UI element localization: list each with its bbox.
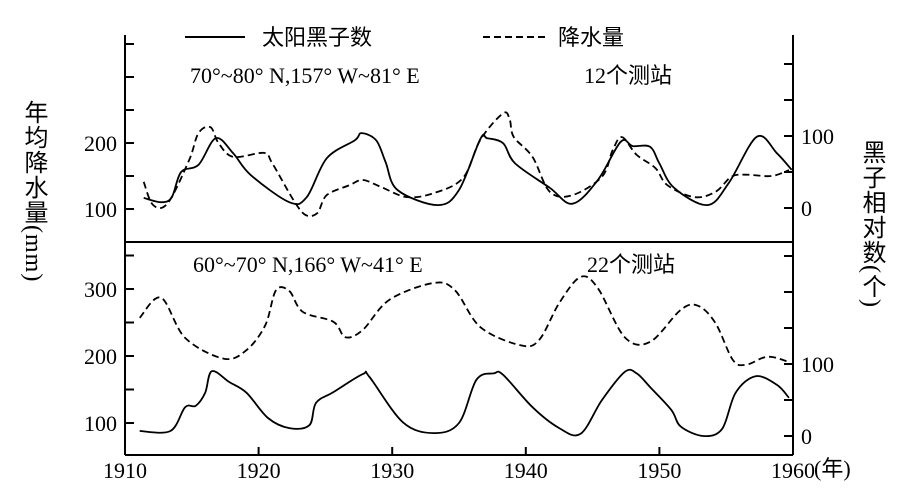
x-tick-label: 1950 <box>637 458 681 483</box>
right-tick-label: 100 <box>801 124 834 149</box>
right-tick-label: 0 <box>801 424 812 449</box>
right-tick-label: 100 <box>801 352 834 377</box>
x-tick-label: 1930 <box>370 458 414 483</box>
x-tick-label: 1960 <box>771 458 815 483</box>
legend-dashed-label: 降水量 <box>558 25 624 50</box>
bottom-panel-subtitle: 60°~70° N,166° W~41° E <box>193 252 423 277</box>
top-panel-stations: 12个测站 <box>584 63 672 88</box>
bottom-precipitation-line <box>139 275 790 367</box>
top-sunspot-line <box>143 132 793 207</box>
left-tick-label: 100 <box>84 197 117 222</box>
legend-solid-label: 太阳黑子数 <box>262 25 372 50</box>
left-axis-label: 年均降水量(mm) <box>20 100 46 283</box>
x-tick-label: 1910 <box>103 458 147 483</box>
x-unit-label: (年) <box>814 456 851 481</box>
left-tick-label: 200 <box>84 131 117 156</box>
bottom-panel-stations: 22个测站 <box>587 252 675 277</box>
right-tick-label: 0 <box>801 196 812 221</box>
series-lines <box>139 111 793 438</box>
top-precipitation-line <box>142 111 790 218</box>
left-tick-label: 100 <box>84 411 117 436</box>
left-tick-label: 300 <box>84 277 117 302</box>
bottom-sunspot-line <box>139 368 790 438</box>
axis-ticks: 1910 1920 1930 1940 1950 1960 100 200 0 100 100 200… <box>84 43 834 483</box>
chart-frame <box>124 35 794 456</box>
top-panel-subtitle: 70°~80° N,157° W~81° E <box>190 63 420 88</box>
x-tick-label: 1920 <box>237 458 281 483</box>
left-tick-label: 200 <box>84 344 117 369</box>
right-axis-label: 黑子相对数(个) <box>858 140 884 308</box>
x-tick-label: 1940 <box>504 458 548 483</box>
